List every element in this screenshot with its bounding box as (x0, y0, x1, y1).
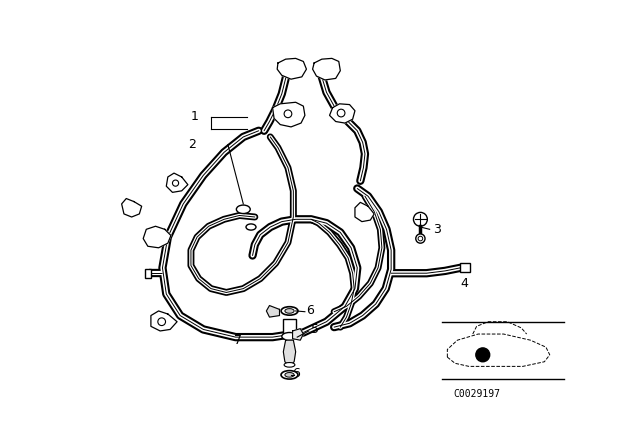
Circle shape (413, 212, 428, 226)
Polygon shape (284, 340, 296, 366)
Ellipse shape (285, 373, 294, 377)
Polygon shape (143, 226, 171, 248)
Circle shape (418, 236, 422, 241)
Text: 1: 1 (191, 110, 198, 123)
Circle shape (416, 234, 425, 243)
Text: 5: 5 (311, 323, 319, 336)
Polygon shape (312, 58, 340, 80)
Polygon shape (277, 58, 307, 79)
Text: 7: 7 (234, 334, 242, 347)
Polygon shape (330, 104, 355, 123)
Bar (145, 269, 151, 278)
Text: 6: 6 (292, 367, 300, 380)
Ellipse shape (236, 205, 250, 214)
Bar (284, 319, 296, 336)
Ellipse shape (281, 307, 298, 315)
Polygon shape (292, 329, 303, 340)
Text: 3: 3 (433, 223, 440, 236)
Ellipse shape (246, 224, 256, 230)
Polygon shape (273, 102, 305, 127)
Ellipse shape (281, 370, 298, 379)
Text: C0029197: C0029197 (454, 389, 500, 399)
Ellipse shape (285, 309, 294, 313)
Text: 4: 4 (460, 277, 468, 290)
Text: 6: 6 (307, 304, 314, 317)
Polygon shape (355, 202, 374, 222)
Polygon shape (122, 198, 141, 217)
Ellipse shape (284, 362, 295, 367)
Polygon shape (166, 173, 188, 192)
Circle shape (476, 348, 490, 362)
Text: 2: 2 (188, 138, 196, 151)
Polygon shape (151, 311, 177, 331)
Bar (460, 263, 470, 272)
Polygon shape (266, 306, 280, 317)
Ellipse shape (282, 332, 297, 340)
